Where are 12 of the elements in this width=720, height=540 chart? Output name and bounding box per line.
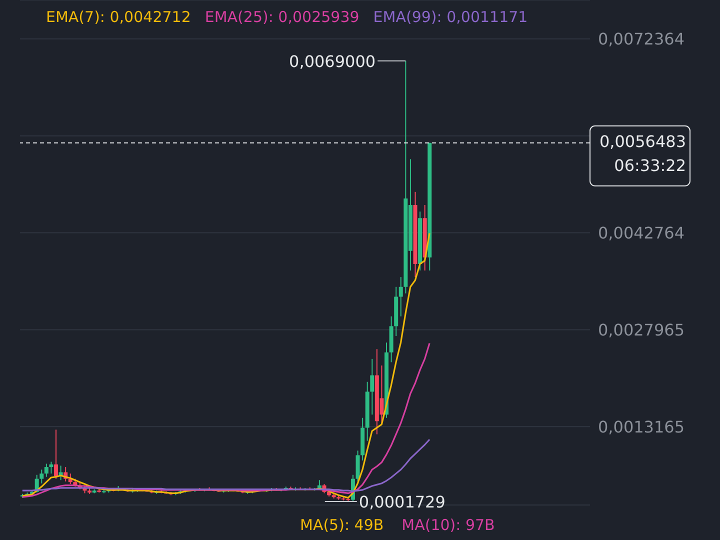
text: EMA(99): 0,0011171 [373,8,528,26]
y-tick-label: 0,0027965 [598,320,685,340]
text: MA(10): 97B [402,516,495,534]
y-tick-label: 0,0072364 [598,30,685,49]
y-tick-label: 0,0013165 [598,417,685,436]
y-tick-label: 0,0042764 [598,223,685,242]
text: MA(5): 49B [300,516,384,534]
text: EMA(7): 0,0042712 [46,8,191,26]
annotation: 0,0001729 [358,492,446,512]
text: EMA(25): 0,0025939 [204,8,360,26]
ref-line-label: 0,0056483 06:33:22 [599,132,686,175]
annotation: 0,0069000 [289,52,376,71]
